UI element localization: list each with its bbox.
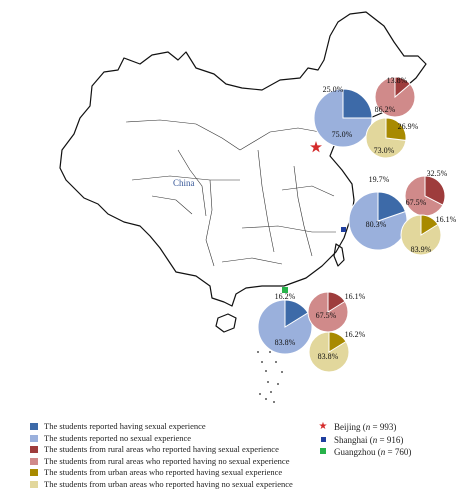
legend-swatch-overall-yes [30, 423, 38, 431]
pie-guangzhou-urban: 16.2% 83.8% [308, 330, 366, 373]
china-map: China 25.0% 75.0% 13.8% 86.2%26.9% 73.0% 19.7… [59, 11, 457, 403]
city-count-open: (n = [375, 447, 395, 457]
china-outline [59, 11, 427, 333]
pie-slice-yes [394, 76, 411, 99]
pie-shanghai-overall: 19.7% 80.3% [348, 175, 408, 251]
pie-label-yes: 16.2% [345, 330, 366, 339]
square-icon [318, 435, 328, 445]
legend-item-overall-no: The students reported no sexual experien… [30, 433, 293, 445]
city-name: Guangzhou [334, 447, 376, 457]
legend-swatch-urban-no [30, 480, 38, 488]
island-dot [269, 351, 271, 353]
city-count: 916 [386, 434, 401, 445]
city-legend-beijing: ★ Beijing (n = 993 ) [318, 421, 411, 434]
pie-slice-yes [327, 291, 346, 313]
country-label: China [173, 178, 195, 188]
legend-swatch-rural-no [30, 457, 38, 465]
legend-item-overall-yes: The students reported having sexual expe… [30, 421, 293, 433]
city-count-open: (n = [360, 422, 380, 432]
pie-slice-yes [385, 117, 407, 141]
pie-label-yes: 16.2% [275, 292, 296, 301]
legend-label: The students from rural areas who report… [44, 455, 290, 466]
pie-label-no: 83.8% [318, 352, 339, 361]
pie-label-yes: 16.1% [436, 215, 457, 224]
category-legend: The students reported having sexual expe… [30, 421, 293, 490]
island-dot [267, 381, 269, 383]
taiwan-island [333, 243, 345, 267]
pie-label-yes: 19.7% [369, 175, 390, 184]
legend-item-rural-yes: The students from rural areas who report… [30, 444, 293, 456]
island-dot [273, 401, 275, 403]
city-legend: ★ Beijing (n = 993 ) Shanghai (n = 916 )… [318, 421, 412, 459]
legend-swatch-urban-yes [30, 469, 38, 477]
city-name: Beijing [334, 422, 361, 432]
pie-label-yes: 25.0% [323, 85, 344, 94]
city-count: 760 [394, 447, 409, 457]
legend-label: The students reported having sexual expe… [44, 421, 206, 431]
island-dot [270, 391, 272, 393]
pie-slice-yes [377, 191, 407, 222]
legend-label: The students from urban areas who report… [44, 478, 293, 489]
pie-label-no: 83.9% [411, 245, 432, 254]
legend-item-urban-no: The students from urban areas who report… [30, 479, 293, 491]
legend-swatch-rural-yes [30, 446, 38, 454]
pie-beijing-urban: 26.9% 73.0% [365, 117, 419, 159]
pie-label-no: 67.5% [316, 311, 337, 320]
legend-label: The students from rural areas who report… [44, 444, 279, 454]
legend-item-rural-no: The students from rural areas who report… [30, 456, 293, 468]
pie-label-no: 75.0% [332, 130, 353, 139]
city-count-open: (n = [367, 434, 387, 445]
pie-beijing-rural: 13.8% 86.2% [374, 76, 416, 118]
pie-slice-yes [342, 88, 373, 119]
island-dot [261, 361, 263, 363]
pie-beijing-overall: 25.0% 75.0% [313, 85, 373, 148]
pie-label-no: 86.2% [375, 105, 396, 114]
pie-slice-yes [420, 214, 439, 236]
hainan-island [215, 313, 237, 333]
pie-guangzhou-overall: 16.2% 83.8% [257, 292, 313, 355]
pie-label-no: 80.3% [366, 220, 387, 229]
pie-label-yes: 16.1% [345, 292, 366, 301]
pie-guangzhou-rural: 16.1% 67.5% [307, 291, 366, 333]
pie-label-yes: 26.9% [398, 122, 419, 131]
shanghai-square-marker [341, 227, 346, 232]
island-dot [281, 371, 283, 373]
city-count-close: ) [400, 434, 404, 445]
city-name: Shanghai [334, 434, 368, 445]
legend-label: The students from urban areas who report… [44, 467, 283, 477]
city-count-close: ) [408, 447, 412, 457]
province-borders [125, 109, 367, 267]
star-icon: ★ [318, 421, 328, 433]
island-dot [277, 383, 279, 385]
guangzhou-square-marker [282, 287, 288, 293]
beijing-star-marker [310, 141, 322, 153]
square-icon [318, 447, 328, 457]
island-dot [259, 393, 261, 395]
city-legend-shanghai: Shanghai (n = 916 ) [318, 434, 411, 447]
legend-label: The students reported no sexual experien… [44, 432, 192, 443]
city-count: 993 [379, 422, 394, 432]
pie-slice-yes [328, 331, 347, 353]
pie-label-no: 73.0% [374, 146, 395, 155]
pie-shanghai-rural: 32.5% 67.5% [404, 169, 448, 217]
island-dot [275, 361, 277, 363]
island-dot [257, 351, 259, 353]
pie-label-no: 67.5% [406, 198, 427, 207]
city-legend-guangzhou: Guangzhou (n = 760 ) [318, 446, 411, 459]
pie-label-no: 83.8% [275, 338, 296, 347]
island-dot [265, 370, 267, 372]
legend-item-urban-yes: The students from urban areas who report… [30, 467, 293, 479]
island-dot [265, 398, 267, 400]
pie-label-yes: 13.8% [387, 76, 408, 85]
pie-slice-yes [424, 175, 446, 206]
south-sea-islands [257, 351, 283, 403]
pie-label-yes: 32.5% [427, 169, 448, 178]
city-count-close: ) [393, 422, 397, 432]
legend-swatch-overall-no [30, 434, 38, 442]
pie-shanghai-urban: 16.1% 83.9% [400, 214, 457, 256]
pie-charts: 25.0% 75.0% 13.8% 86.2%26.9% 73.0% 19.7% 80.3%… [257, 76, 457, 373]
